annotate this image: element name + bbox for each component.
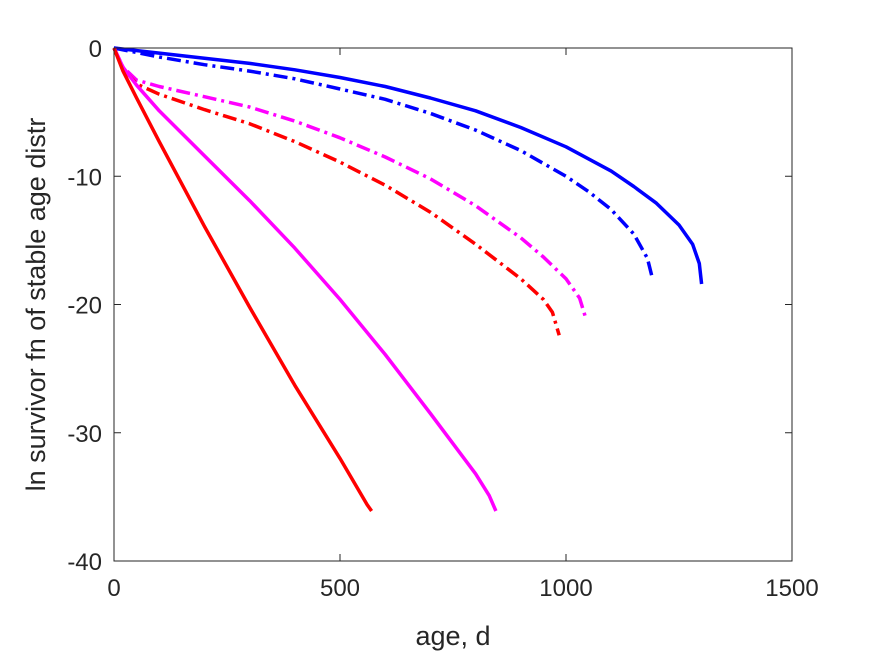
x-axis-ticks: 0 500 1000 1500 [107, 48, 819, 602]
y-axis-ticks: 0 -10 -20 -30 -40 [67, 36, 792, 576]
x-tick-label: 1500 [765, 575, 818, 602]
series-line-3 [112, 47, 588, 321]
y-tick-label: 0 [89, 36, 102, 63]
series-line-6 [112, 47, 374, 513]
y-tick-label: -40 [67, 549, 102, 576]
y-tick-label: -30 [67, 421, 102, 448]
y-axis-label: ln survivor fn of stable age distr [21, 118, 51, 492]
series-line-2 [113, 46, 654, 277]
series-line-5 [112, 47, 498, 512]
x-tick-label: 0 [107, 575, 120, 602]
x-tick-label: 1000 [539, 575, 592, 602]
y-tick-label: -20 [67, 293, 102, 320]
plot-lines [112, 46, 704, 513]
series-line-1 [113, 46, 704, 285]
series-line-4 [112, 47, 561, 336]
x-axis-label: age, d [415, 621, 490, 651]
y-tick-label: -10 [67, 164, 102, 191]
x-tick-label: 500 [320, 575, 360, 602]
